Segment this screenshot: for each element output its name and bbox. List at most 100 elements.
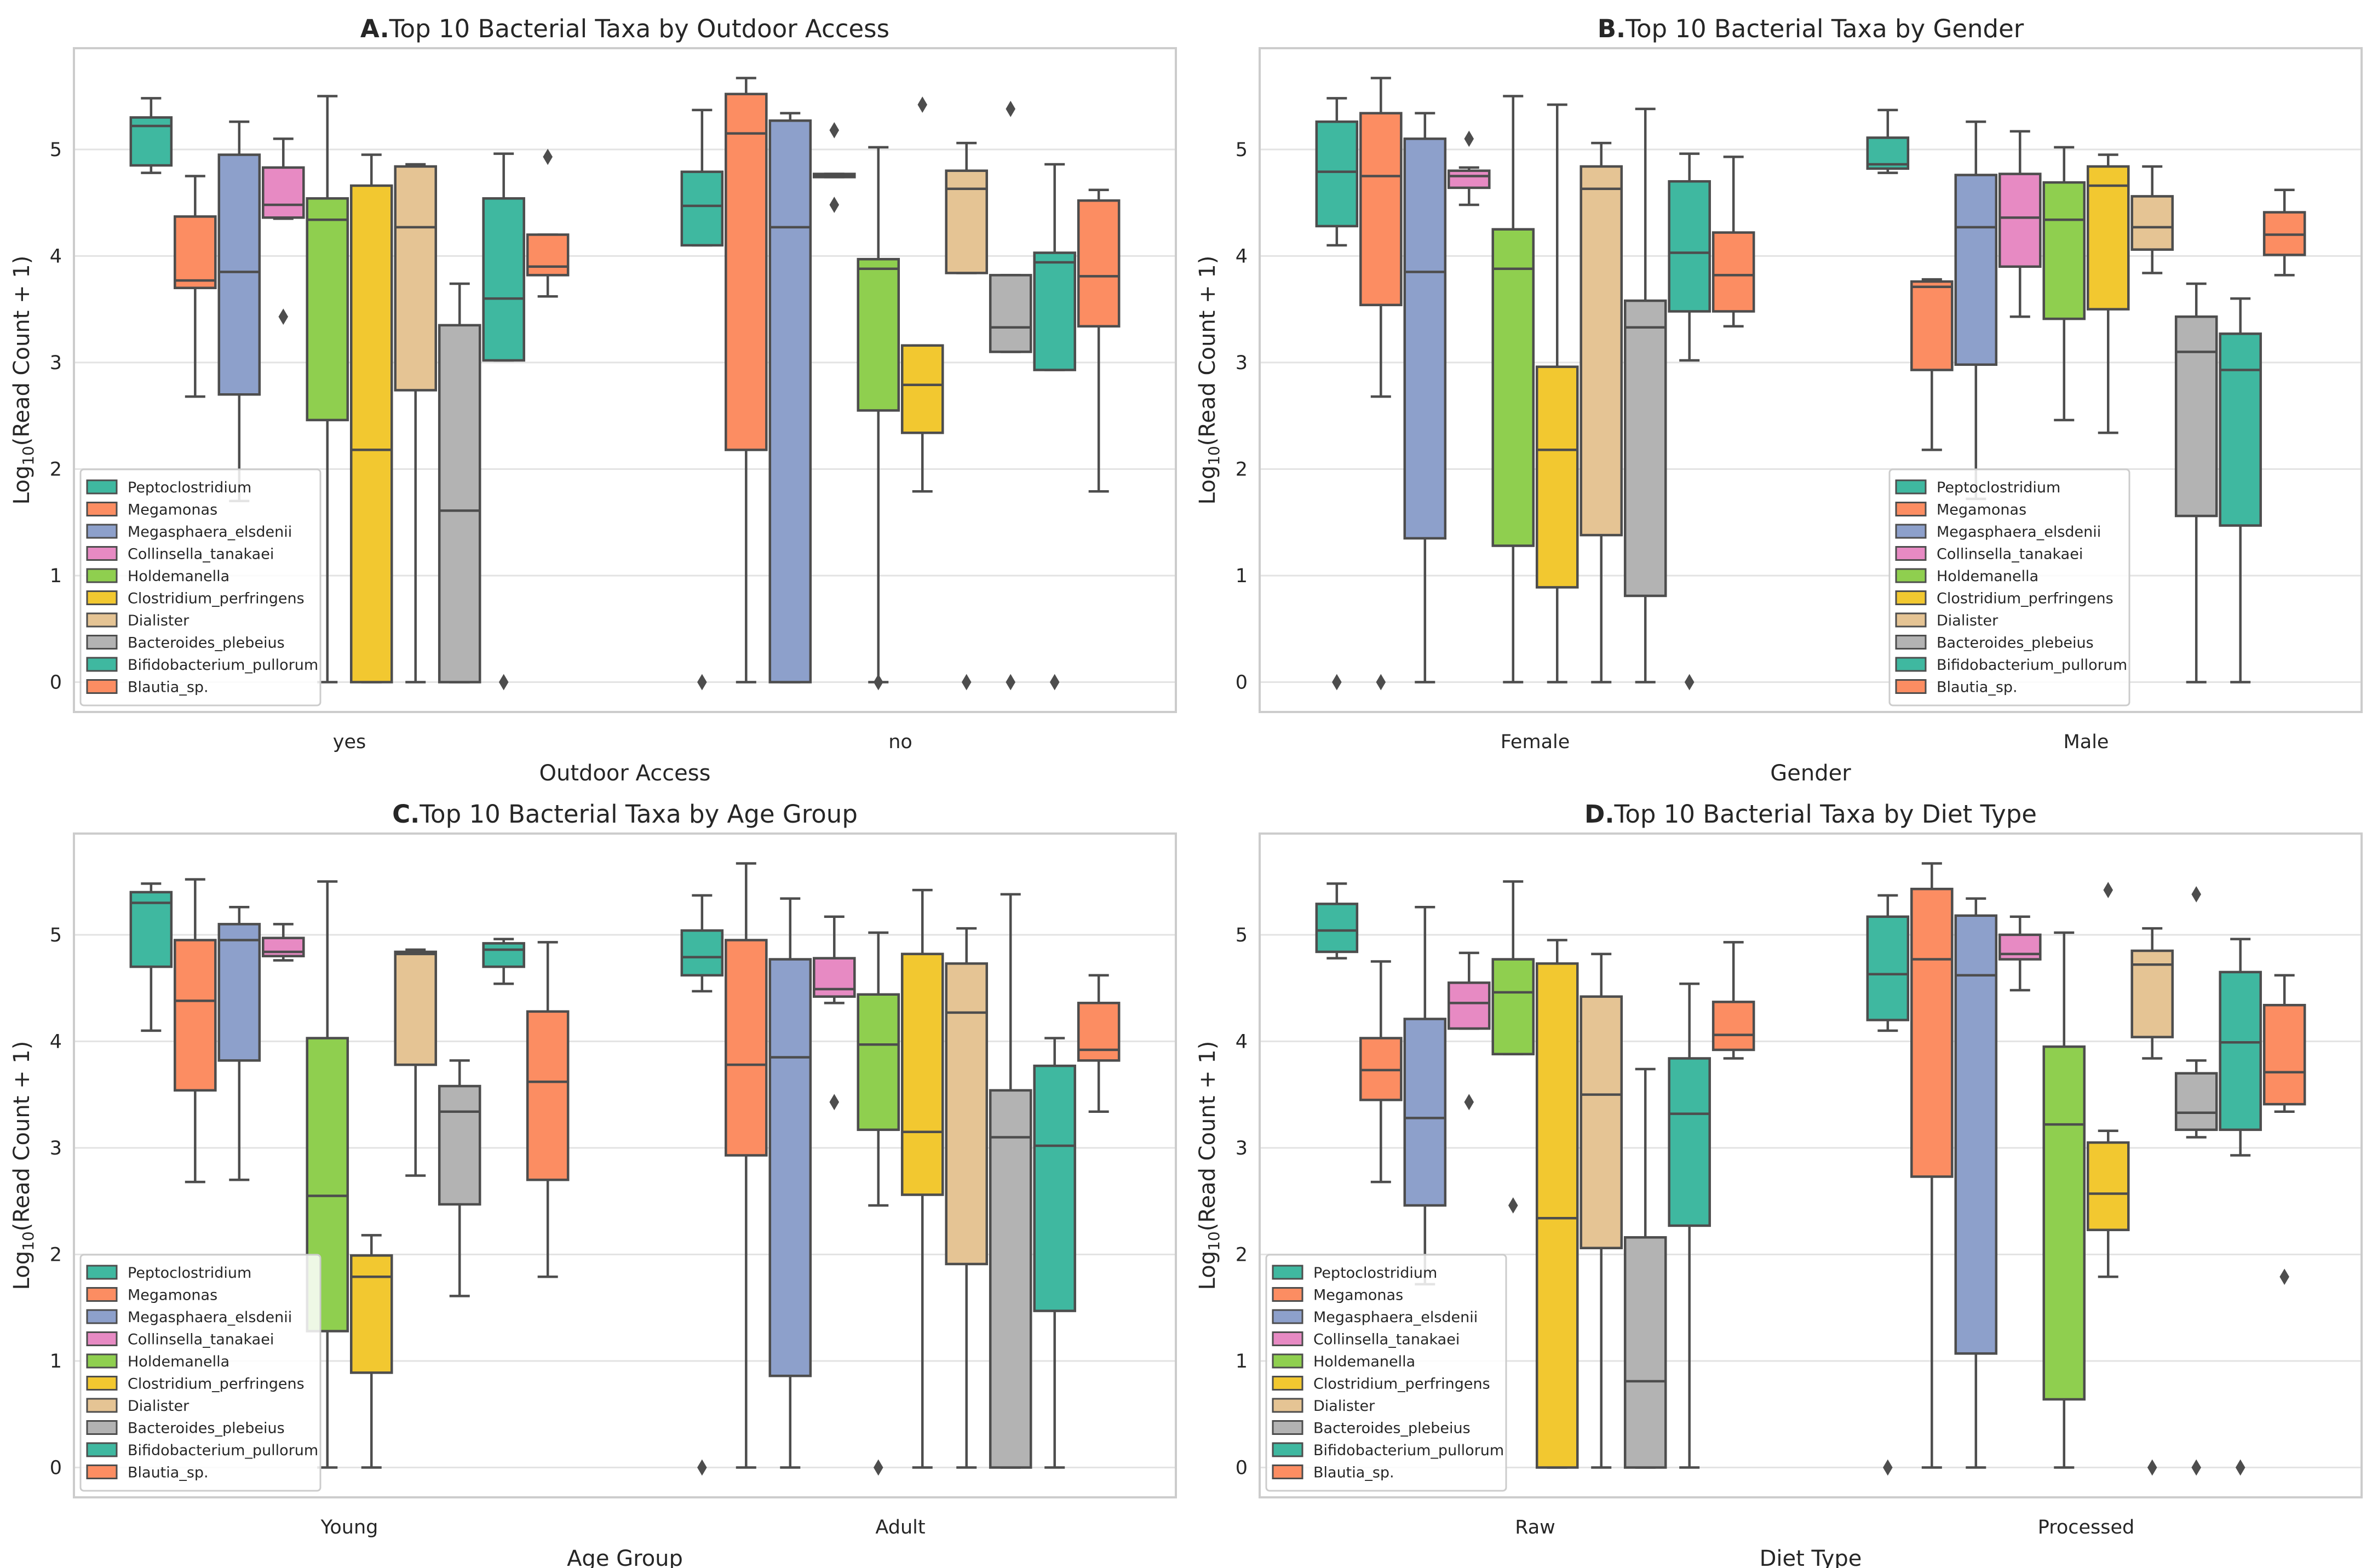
box-body: [1033, 251, 1076, 371]
box-Peptoclostridium: [1315, 97, 1359, 691]
box-body: [813, 957, 856, 998]
y-tick-label: 2: [1236, 458, 1248, 480]
y-tick-label: 2: [50, 1244, 62, 1266]
box-Bacteroides_plebeius: [1623, 107, 1667, 684]
box-body: [680, 170, 724, 247]
y-axis-label: Log10(Read Count + 1): [1195, 256, 1223, 505]
box-Clostridium_perfringens: [900, 888, 944, 1469]
box-Bacteroides_plebeius: [2174, 886, 2218, 1476]
legend-swatch: [86, 524, 118, 539]
legend-swatch: [1272, 1353, 1303, 1369]
legend: Peptoclostridium Megamonas Megasphaera_els…: [1265, 1254, 1507, 1492]
box-body: [1077, 199, 1121, 328]
x-axis-label: Outdoor Access: [539, 761, 711, 786]
box-body: [2219, 332, 2262, 527]
title-text: Top 10 Bacterial Taxa by Diet Type: [1613, 800, 2036, 829]
legend-label: Clostridium_perfringens: [128, 590, 305, 607]
legend-swatch: [1272, 1442, 1303, 1457]
y-tick-label: 2: [1236, 1244, 1248, 1266]
y-tick-label: 4: [50, 1031, 62, 1053]
box-body: [1910, 280, 1954, 371]
outlier-marker: [1006, 101, 1015, 117]
box-body: [2262, 1003, 2306, 1106]
legend-label: Dialister: [128, 612, 189, 629]
box-Bacteroides_plebeius: [989, 893, 1032, 1469]
legend-swatch: [1895, 657, 1927, 672]
x-axis-label: Age Group: [567, 1546, 683, 1568]
box-body: [1077, 1002, 1121, 1062]
outlier-marker: [1464, 130, 1474, 147]
y-tick-label: 4: [50, 245, 62, 267]
legend-label: Megamonas: [1313, 1287, 1403, 1304]
legend-label: Peptoclostridium: [1937, 479, 2060, 496]
legend-box: [79, 468, 321, 707]
panel-0: 0 1 2 3 4 5 yes no A.Top 10 Bacterial Taxa by Ou…: [9, 14, 1177, 786]
legend-swatch: [86, 679, 118, 694]
box-Collinsella_tanakaei: [1448, 130, 1491, 206]
box-Megamonas: [725, 862, 768, 1469]
legend-swatch: [86, 546, 118, 561]
box-Clostridium_perfringens: [1535, 103, 1579, 684]
outlier-marker: [2103, 882, 2113, 898]
box-Bifidobacterium_pullorum: [482, 152, 525, 691]
box-Dialister: [1580, 952, 1623, 1469]
outlier-marker: [1376, 674, 1386, 691]
box-Bacteroides_plebeius: [438, 1059, 481, 1297]
box-Megasphaera_elsdenii: [768, 897, 812, 1469]
legend-label: Bifidobacterium_pullorum: [1937, 657, 2127, 674]
panel-label: B.: [1598, 14, 1626, 43]
y-tick-label: 0: [1236, 1457, 1248, 1479]
box-body: [1711, 1001, 1755, 1052]
box-body: [857, 257, 900, 412]
box-body: [1998, 173, 2042, 268]
panel-label: A.: [360, 14, 389, 43]
box-Holdemanella: [857, 146, 900, 691]
outlier-marker: [697, 1459, 707, 1476]
box-Holdemanella: [1491, 880, 1535, 1214]
title-text: Top 10 Bacterial Taxa by Gender: [1625, 14, 2024, 43]
legend-label: Holdemanella: [1937, 568, 2038, 585]
legend-swatch: [86, 1376, 118, 1391]
legend-swatch: [86, 1287, 118, 1302]
legend-swatch: [86, 1442, 118, 1457]
box-body: [989, 1089, 1032, 1469]
legend: Peptoclostridium Megamonas Megasphaera_els…: [79, 1254, 321, 1492]
box-body: [526, 233, 570, 277]
axes-frame: [1259, 832, 2363, 1498]
outlier-marker: [1332, 674, 1342, 691]
y-tick-label: 0: [50, 672, 62, 694]
outlier-marker: [1464, 1094, 1474, 1111]
box-body: [900, 952, 944, 1196]
box-body: [1580, 165, 1623, 537]
title-text: Top 10 Bacterial Taxa by Age Group: [419, 800, 858, 829]
outlier-marker: [829, 122, 840, 139]
box-Bifidobacterium_pullorum: [1033, 163, 1076, 691]
box-Peptoclostridium: [129, 97, 173, 174]
legend-label: Bifidobacterium_pullorum: [128, 657, 318, 674]
y-tick-label: 4: [1236, 1031, 1248, 1053]
legend-swatch: [86, 635, 118, 650]
box-Megasphaera_elsdenii: [1403, 905, 1447, 1286]
y-tick-label: 1: [1236, 1351, 1248, 1372]
box-Bacteroides_plebeius: [1623, 1067, 1667, 1469]
outlier-marker: [498, 674, 509, 691]
box-body: [989, 274, 1032, 353]
box-Clostridium_perfringens: [2086, 153, 2130, 434]
panel-1: 0 1 2 3 4 5 Female Male B.Top 10 Bacterial Taxa …: [1195, 14, 2363, 786]
outlier-marker: [2191, 886, 2201, 903]
legend-swatch: [1895, 635, 1927, 650]
legend-label: Megamonas: [128, 1287, 217, 1304]
y-label-subscript: 10: [19, 446, 37, 466]
x-tick-label: Raw: [1515, 1517, 1555, 1538]
box-Peptoclostridium: [129, 882, 173, 1032]
box-Peptoclostridium: [680, 894, 724, 1476]
box-Peptoclostridium: [1315, 882, 1359, 960]
box-Collinsella_tanakaei: [1998, 915, 2042, 992]
outlier-marker: [873, 1459, 883, 1476]
box-Megamonas: [174, 878, 217, 1184]
box-body: [725, 939, 768, 1157]
box-Clostridium_perfringens: [2086, 882, 2130, 1278]
legend-label: Bacteroides_plebeius: [128, 1420, 285, 1437]
legend-label: Peptoclostridium: [128, 479, 251, 496]
panel-label: D.: [1584, 800, 1614, 829]
